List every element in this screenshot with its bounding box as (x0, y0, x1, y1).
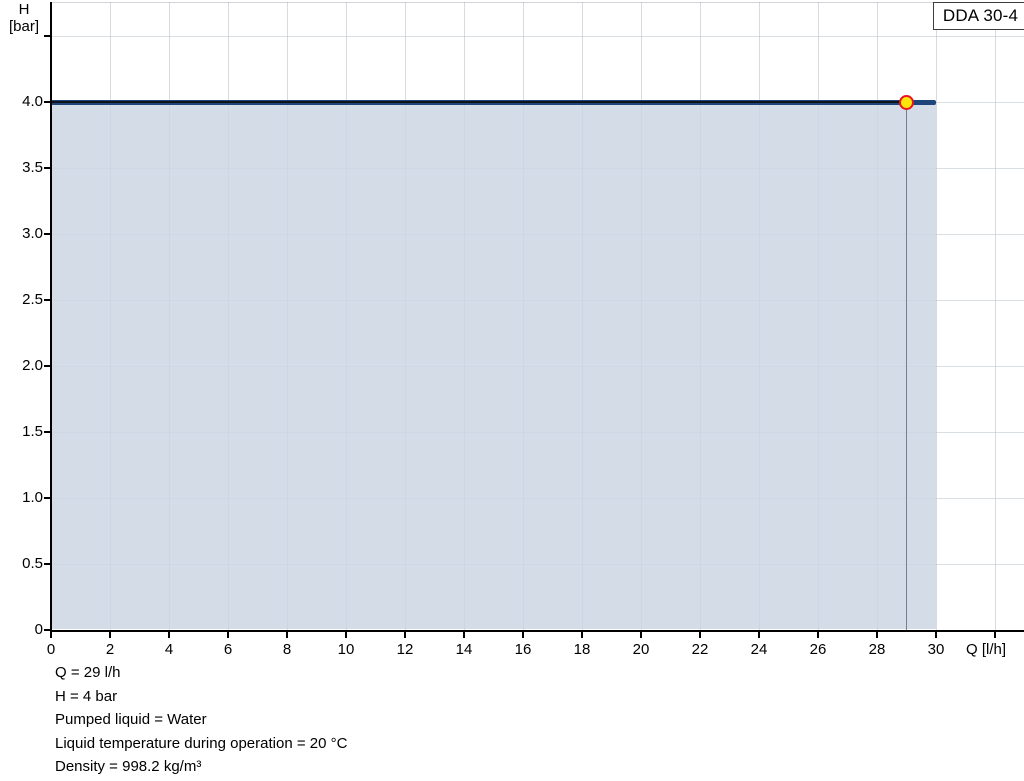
x-tick-label: 20 (632, 641, 650, 658)
y-gridline (52, 35, 1024, 37)
y-tick (44, 629, 51, 631)
x-tick-label: 28 (868, 641, 886, 658)
pump-model-box: DDA 30-4 (933, 2, 1024, 30)
y-tick-label: 1.0 (22, 489, 43, 506)
x-tick (699, 631, 701, 638)
info-line-temperature: Liquid temperature during operation = 20… (55, 734, 348, 752)
curve-area-fill (52, 104, 936, 629)
y-tick (44, 299, 51, 301)
x-tick (168, 631, 170, 638)
x-tick-label: 22 (691, 641, 709, 658)
y-axis-unit-quantity: H (18, 1, 30, 18)
x-tick-label: 14 (455, 641, 473, 658)
x-tick (404, 631, 406, 638)
y-tick (44, 563, 51, 565)
x-gridline (994, 2, 996, 630)
y-tick-label: 1.5 (22, 423, 43, 440)
x-tick-label: 6 (223, 641, 233, 658)
y-tick (44, 431, 51, 433)
y-tick-label: 4.0 (22, 93, 43, 110)
pump-model-label: DDA 30-4 (942, 6, 1019, 25)
y-tick-label: 3.5 (22, 159, 43, 176)
x-tick-label: 26 (809, 641, 827, 658)
x-tick (522, 631, 524, 638)
info-line-density: Density = 998.2 kg/m³ (55, 758, 202, 775)
y-tick-label: 2.0 (22, 357, 43, 374)
x-axis-unit-label: Q [l/h] (966, 641, 1007, 658)
x-tick-label: 24 (750, 641, 768, 658)
x-gridline (935, 2, 937, 630)
x-tick (581, 631, 583, 638)
x-tick-label: 16 (514, 641, 532, 658)
flow-reference-line (905, 102, 908, 630)
x-tick (50, 631, 52, 638)
x-tick (935, 631, 937, 638)
y-axis-unit-label: H [bar] (2, 1, 46, 35)
info-line-flow: Q = 29 l/h (55, 664, 121, 681)
y-tick (44, 101, 51, 103)
x-tick-label: 0 (46, 641, 56, 658)
x-tick (286, 631, 288, 638)
x-tick-label: 4 (164, 641, 174, 658)
y-tick-label: 3.0 (22, 225, 43, 242)
x-tick-label: 12 (396, 641, 414, 658)
duty-point-info: Q = 29 l/h H = 4 bar Pumped liquid = Wat… (55, 661, 347, 779)
x-tick (640, 631, 642, 638)
x-tick (876, 631, 878, 638)
plot-top-border (51, 2, 1024, 3)
y-tick-label: 0 (34, 621, 43, 638)
x-tick (817, 631, 819, 638)
x-tick (345, 631, 347, 638)
x-tick-label: 30 (927, 641, 945, 658)
head-reference-line (51, 101, 907, 103)
y-axis-line (50, 2, 52, 632)
y-tick (44, 365, 51, 367)
x-tick (109, 631, 111, 638)
operating-point-marker[interactable] (899, 94, 914, 110)
x-tick (758, 631, 760, 638)
x-tick (463, 631, 465, 638)
info-line-liquid: Pumped liquid = Water (55, 711, 207, 728)
x-tick-label: 2 (105, 641, 115, 658)
x-tick (994, 631, 996, 638)
x-axis-line (50, 630, 1024, 632)
info-line-head: H = 4 bar (55, 687, 118, 705)
y-tick-label: 2.5 (22, 291, 43, 308)
x-tick-label: 8 (282, 641, 292, 658)
y-axis-unit-unit: [bar] (8, 18, 39, 35)
y-tick-label: 0.5 (22, 555, 43, 572)
x-tick-label: 18 (573, 641, 591, 658)
x-tick-label: 10 (337, 641, 355, 658)
y-tick (44, 35, 51, 37)
x-tick (227, 631, 229, 638)
y-tick (44, 233, 51, 235)
y-tick (44, 167, 51, 169)
y-tick (44, 497, 51, 499)
